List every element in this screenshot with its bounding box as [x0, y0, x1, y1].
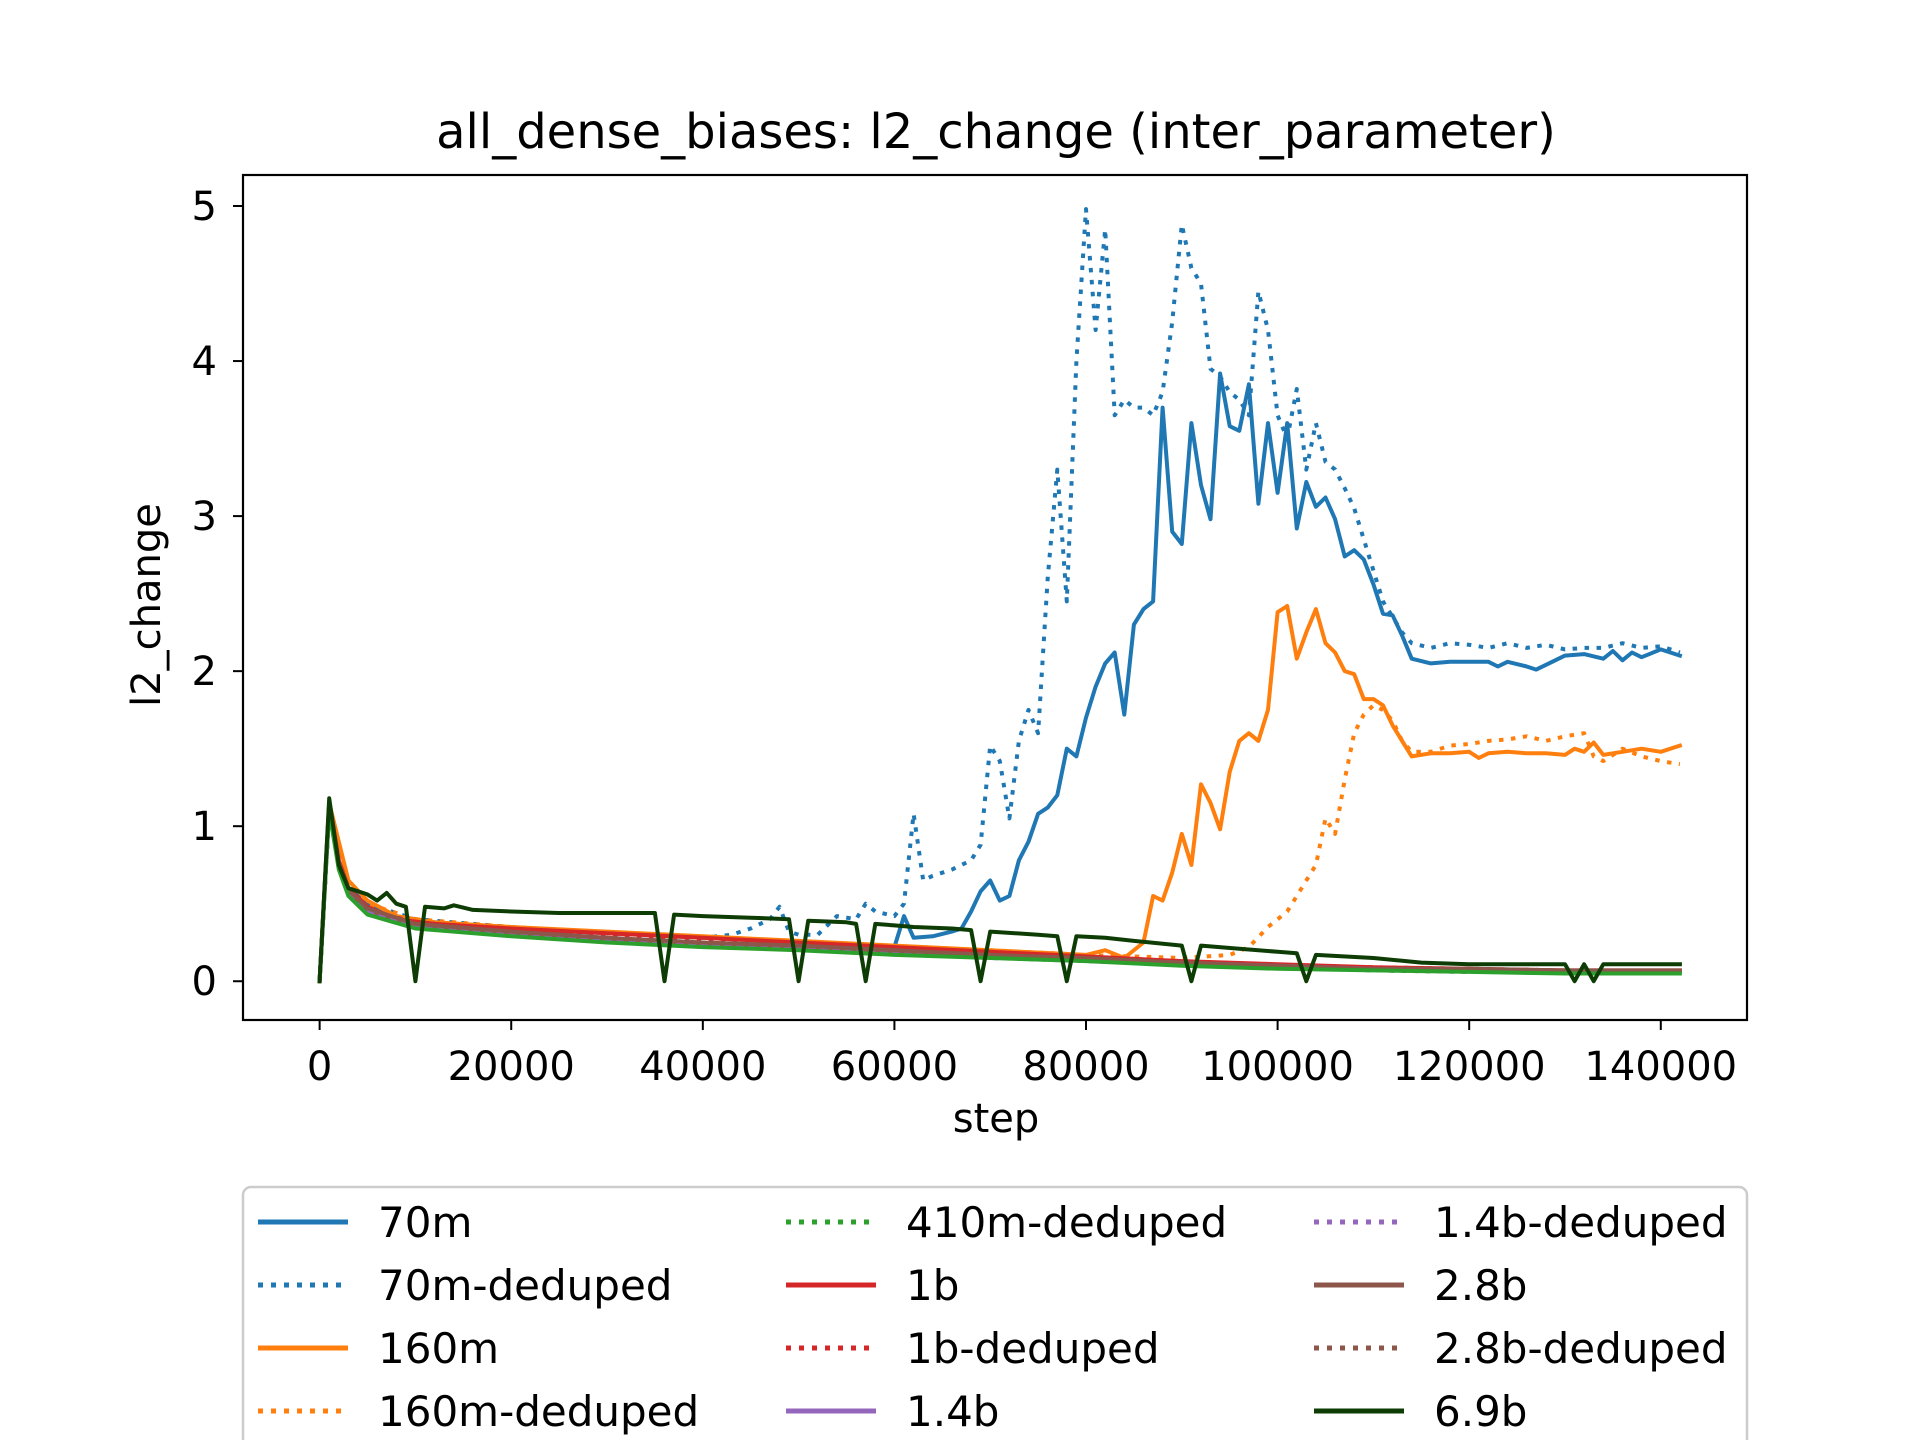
legend-label: 160m — [378, 1324, 499, 1373]
y-axis-label: l2_change — [124, 503, 170, 707]
x-tick-label: 0 — [307, 1044, 332, 1090]
series-line-6_9b — [317, 796, 1682, 984]
y-tick-label: 2 — [192, 649, 217, 695]
legend-label: 1b-deduped — [906, 1324, 1159, 1373]
series-line-70m-deduped — [317, 207, 1681, 982]
x-tick-label: 120000 — [1393, 1044, 1546, 1090]
legend: 70m 70m-deduped 160m 160m-deduped 410m-dedup… — [241, 1185, 1749, 1440]
chart-title: all_dense_biases: l2_change (inter_param… — [436, 104, 1556, 160]
legend-label: 70m — [378, 1198, 472, 1247]
legend-label: 2.8b-deduped — [1434, 1324, 1728, 1373]
series-line-410m — [317, 808, 1682, 984]
x-tick-label: 40000 — [639, 1044, 766, 1090]
x-tick-label: 140000 — [1584, 1044, 1737, 1090]
legend-label: 410m-deduped — [906, 1198, 1227, 1247]
x-tick-label: 20000 — [448, 1044, 575, 1090]
series-line-70m — [317, 371, 1683, 984]
y-tick-label: 5 — [192, 184, 217, 230]
legend-label: 1.4b — [906, 1387, 999, 1436]
legend-label: 2.8b — [1434, 1261, 1527, 1310]
series-line-160m-deduped — [317, 703, 1681, 982]
x-tick-label: 80000 — [1022, 1044, 1149, 1090]
legend-label: 1.4b-deduped — [1434, 1198, 1728, 1247]
legend-label: 70m-deduped — [378, 1261, 672, 1310]
legend-label: 160m-deduped — [378, 1387, 699, 1436]
y-tick-label: 4 — [192, 339, 217, 385]
axes: 0 20000 40000 60000 80000 100000 120000 140000 0… — [192, 173, 1749, 1090]
x-axis-label: step — [953, 1096, 1040, 1142]
legend-label: 6.9b — [1434, 1387, 1527, 1436]
legend-label: 1b — [906, 1261, 959, 1310]
x-tick-label: 60000 — [831, 1044, 958, 1090]
x-tick-label: 100000 — [1201, 1044, 1354, 1090]
legend-box — [241, 1185, 1749, 1440]
y-tick-label: 3 — [192, 494, 217, 540]
y-tick-label: 0 — [192, 959, 217, 1005]
plot-area — [317, 207, 1683, 984]
plot-frame — [241, 173, 1749, 1022]
y-tick-label: 1 — [192, 804, 217, 850]
